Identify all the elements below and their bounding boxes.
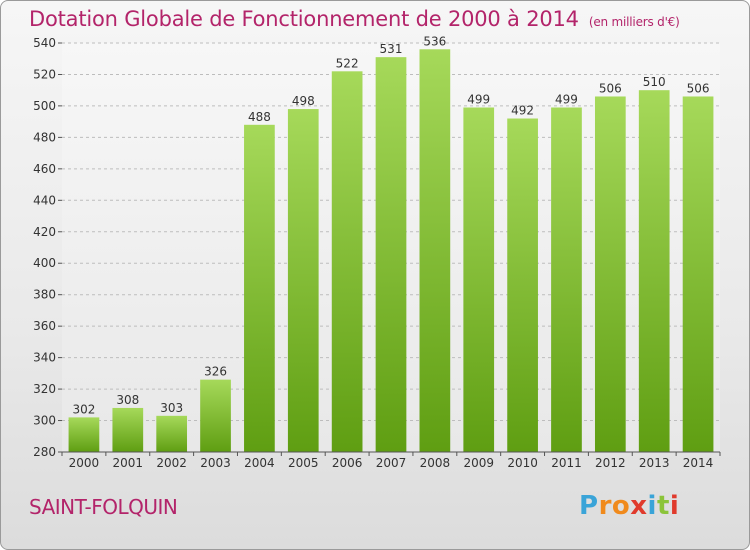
x-tick-label: 2006 [332,456,363,470]
y-tick-label: 280 [33,445,56,459]
y-tick-label: 320 [33,382,56,396]
bar-2004 [244,124,275,453]
x-tick-label: 2010 [507,456,538,470]
bars-group: 302 308 303 326 488 498 522 531 536 499 492 499 506 5… [68,34,714,453]
logo-letter: r [598,491,612,521]
bar-2001 [112,407,144,452]
x-tick-label: 2013 [639,456,670,470]
bar-value-label: 522 [336,56,359,70]
chart-title-text: Dotation Globale de Fonctionnement de 20… [29,7,579,31]
x-tick-label: 2005 [288,456,319,470]
bar-value-label: 499 [555,92,578,106]
logo-letter: i [647,491,657,521]
bar-value-label: 302 [72,402,95,416]
y-tick-label: 400 [33,256,56,270]
bar-value-label: 506 [687,81,710,95]
bar-2000 [68,417,100,452]
logo-letter: i [669,491,680,521]
y-axis-ticks: 280 300 320 340 360 380 400 420 440 460 480 500 520 5… [33,36,62,459]
logo-letter: t [656,491,670,521]
bar-2013 [638,90,670,452]
bar-2009 [463,107,495,452]
bar-2002 [156,415,188,452]
y-tick-label: 500 [33,99,56,113]
x-tick-label: 2002 [156,456,187,470]
bar-2007 [375,57,407,453]
bar-value-label: 499 [467,92,490,106]
bar-2005 [287,109,319,453]
y-tick-label: 520 [33,67,56,81]
y-tick-label: 340 [33,351,56,365]
bar-2003 [200,379,231,452]
y-tick-label: 460 [33,162,56,176]
bar-2011 [551,107,582,452]
bar-value-label: 308 [116,393,139,407]
bar-2010 [507,118,538,452]
y-tick-label: 360 [33,319,56,333]
bar-value-label: 531 [380,42,403,56]
logo-letter: o [611,491,631,521]
bar-2006 [331,71,363,453]
y-tick-label: 540 [33,36,56,50]
x-tick-label: 2007 [376,456,407,470]
bar-2012 [594,96,626,452]
logo-letter: x [630,491,648,521]
x-tick-label: 2008 [420,456,451,470]
chart-subtitle: (en milliers d'€) [588,15,680,29]
bar-value-label: 498 [292,94,315,108]
x-tick-label: 2001 [113,456,144,470]
logo-letter: P [579,491,599,521]
bar-value-label: 326 [204,365,227,379]
town-name: SAINT-FOLQUIN [29,495,178,519]
y-tick-label: 480 [33,130,56,144]
bar-value-label: 488 [248,110,271,124]
bar-2014 [682,96,714,452]
y-tick-label: 420 [33,225,56,239]
y-tick-label: 300 [33,414,56,428]
bar-value-label: 303 [160,401,183,415]
proxiti-logo: Proxiti [579,491,679,521]
bar-value-label: 536 [423,34,446,48]
x-axis-ticks: 2000 2001 2002 2003 2004 2005 2006 2007 2008 2009… [61,452,721,470]
bar-2008 [419,49,451,453]
bar-value-label: 492 [511,104,534,118]
x-tick-label: 2014 [683,456,714,470]
x-tick-label: 2003 [200,456,231,470]
x-tick-label: 2011 [551,456,582,470]
x-tick-label: 2000 [69,456,100,470]
x-tick-label: 2012 [595,456,626,470]
y-tick-label: 440 [33,193,56,207]
x-tick-label: 2009 [463,456,494,470]
x-tick-label: 2004 [244,456,275,470]
y-tick-label: 380 [33,288,56,302]
bar-value-label: 510 [643,75,666,89]
chart-title: Dotation Globale de Fonctionnement de 20… [29,7,680,31]
bar-value-label: 506 [599,81,622,95]
